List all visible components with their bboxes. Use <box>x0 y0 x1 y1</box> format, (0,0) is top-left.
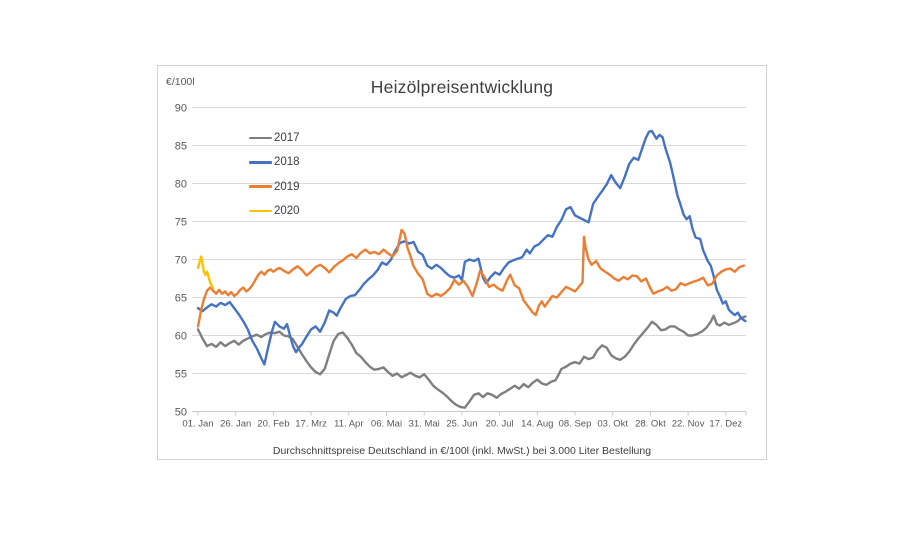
chart-caption: Durchschnittspreise Deutschland in €/100… <box>272 445 652 457</box>
x-tick-label-9: 14. Aug <box>521 419 553 430</box>
x-tick-label-11: 03. Okt <box>597 419 628 430</box>
y-tick-label-65: 65 <box>175 292 187 304</box>
y-tick-label-60: 60 <box>175 330 187 342</box>
legend-line-2018-icon <box>249 161 272 164</box>
y-tick-label-90: 90 <box>175 102 187 114</box>
legend-line-2019-icon <box>249 185 272 189</box>
x-tick-label-12: 28. Okt <box>635 419 666 430</box>
series-2020-line <box>196 255 215 290</box>
x-tick-label-3: 17. Mrz <box>295 419 327 430</box>
legend-item-2017: 2017 <box>249 126 300 150</box>
y-axis-unit-label: €/100l <box>166 76 195 88</box>
series-2019-line <box>196 228 746 328</box>
chart-title: Heizölpreisentwicklung <box>370 77 554 97</box>
y-tick-label-70: 70 <box>175 254 187 266</box>
x-tick-label-1: 26. Jan <box>220 419 251 430</box>
x-tick-label-6: 31. Mai <box>409 419 440 430</box>
legend-line-2020-icon <box>249 209 272 213</box>
legend-item-2020: 2020 <box>249 199 300 223</box>
legend-line-2017-icon <box>249 136 272 140</box>
y-tick-label-75: 75 <box>175 216 187 228</box>
x-tick-label-5: 06. Mai <box>371 419 402 430</box>
x-tick-label-7: 25. Jun <box>446 419 477 430</box>
y-tick-label-80: 80 <box>175 178 187 190</box>
y-tick-label-55: 55 <box>175 368 187 380</box>
legend-item-2019: 2019 <box>249 175 300 199</box>
legend-label-2020: 2020 <box>274 205 300 218</box>
x-tick-label-0: 01. Jan <box>182 419 213 430</box>
x-tick-label-8: 20. Jul <box>486 419 514 430</box>
x-tick-label-14: 17. Dez <box>709 419 742 430</box>
x-tick-label-10: 08. Sep <box>559 419 592 430</box>
legend-item-2018: 2018 <box>249 150 300 174</box>
x-tick-label-13: 22. Nov <box>672 419 705 430</box>
x-tick-label-4: 11. Apr <box>334 419 363 430</box>
series-2017-line <box>196 314 747 409</box>
chart-card: 90 85 80 75 70 65 60 55 50 01. Jan 26. Jan 20. Feb 1… <box>157 65 767 460</box>
series-2018-line <box>196 129 747 366</box>
legend-label-2019: 2019 <box>274 180 300 193</box>
x-tick-label-2: 20. Feb <box>257 419 289 430</box>
y-tick-label-85: 85 <box>175 140 187 152</box>
legend-label-2018: 2018 <box>274 156 300 169</box>
legend-label-2017: 2017 <box>274 132 300 145</box>
legend: 2017 2018 2019 2020 <box>249 126 300 223</box>
y-tick-label-50: 50 <box>175 406 187 418</box>
